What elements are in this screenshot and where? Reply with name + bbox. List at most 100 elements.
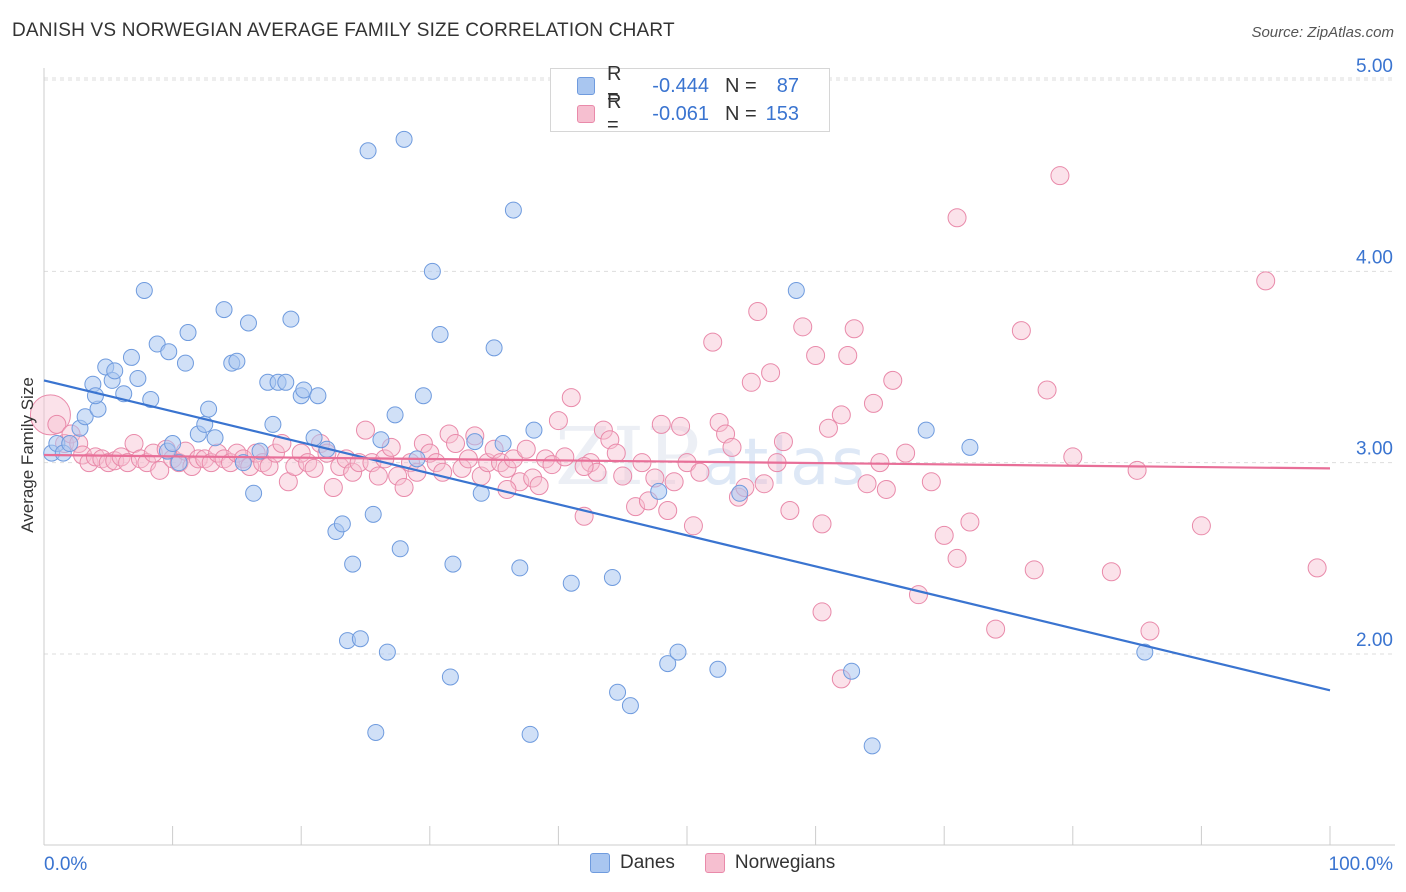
series-legend: Danes Norwegians <box>590 852 865 874</box>
gridlines <box>44 77 1395 655</box>
norwegians-point <box>863 393 883 413</box>
norwegians-point <box>529 476 549 496</box>
norwegians-point <box>896 443 916 463</box>
r-value: -0.444 <box>652 74 709 97</box>
norwegians-point <box>651 414 671 434</box>
danes-point <box>215 301 233 319</box>
danes-point <box>160 343 178 361</box>
danes-point <box>603 568 621 586</box>
danes-point <box>86 387 104 405</box>
danes-point <box>395 130 413 148</box>
danes-point <box>414 387 432 405</box>
x-tick-label: 100.0% <box>1329 854 1394 875</box>
danes-points <box>43 130 1154 755</box>
norwegians-point <box>844 319 864 339</box>
norwegians-point <box>188 449 208 469</box>
norwegians-point <box>606 443 626 463</box>
n-label: N = <box>725 102 757 125</box>
danes-point <box>650 482 668 500</box>
norwegians-point <box>664 472 684 492</box>
danes-point <box>367 723 385 741</box>
norwegians-point <box>947 548 967 568</box>
norwegians-point <box>960 512 980 532</box>
norwegians-point <box>986 619 1006 639</box>
norwegians-point <box>1050 166 1070 186</box>
watermark-zip: ZIP <box>555 410 703 503</box>
danes-point <box>386 406 404 424</box>
norwegians-point <box>632 453 652 473</box>
norwegians-point <box>838 346 858 366</box>
danes-point <box>562 574 580 592</box>
danes-point <box>351 630 369 648</box>
danes-point <box>372 431 390 449</box>
danes-point <box>170 454 188 472</box>
norwegians-point <box>29 394 71 436</box>
y-tick-label: 2.00 <box>1356 630 1393 651</box>
norwegians-point <box>201 453 221 473</box>
danes-point <box>521 725 539 743</box>
legend-item-norwegians[interactable]: Norwegians <box>704 852 835 874</box>
danes-point <box>441 668 459 686</box>
danes-point <box>494 435 512 453</box>
x-tick-label: 0.0% <box>44 854 87 875</box>
danes-point <box>431 325 449 343</box>
danes-point <box>787 281 805 299</box>
danes-point <box>525 421 543 439</box>
n-value: 87 <box>776 74 799 97</box>
norwegians-point <box>761 363 781 383</box>
danes-legend-label: Danes <box>620 852 675 873</box>
danes-point <box>106 362 124 380</box>
danes-point <box>961 438 979 456</box>
danes-point <box>277 373 295 391</box>
danes-point <box>609 683 627 701</box>
norwegians-point <box>388 466 408 486</box>
danes-point <box>391 540 409 558</box>
norwegians-point <box>561 388 581 408</box>
norwegians-point <box>593 420 613 440</box>
trend-lines <box>43 379 1331 692</box>
norwegians-point <box>1191 516 1211 536</box>
norwegians-point <box>343 462 363 482</box>
danes-point <box>709 660 727 678</box>
norwegians-point <box>658 501 678 520</box>
norwegians-points <box>29 166 1327 689</box>
legend-item-danes[interactable]: Danes <box>590 852 675 874</box>
norwegians-point <box>323 478 343 498</box>
legend-row-norwegians: R = -0.061 N = 153 <box>577 91 799 136</box>
norwegians-point <box>356 420 375 440</box>
danes-point <box>245 484 263 502</box>
danes-point <box>309 387 327 405</box>
norwegians-point <box>85 447 105 467</box>
norwegians-point <box>806 346 826 366</box>
danes-legend-swatch <box>590 853 610 873</box>
y-axis-label: Average Family Size <box>18 377 37 533</box>
norwegians-point <box>908 585 928 605</box>
norwegians-point <box>671 416 691 436</box>
danes-point <box>1136 643 1154 661</box>
danes-point <box>344 555 362 573</box>
danes-point <box>264 415 282 433</box>
axis-labels: 2.00 3.00 4.00 5.00 0.0% 100.0% Average Family… <box>18 56 1393 875</box>
danes-point <box>659 655 677 673</box>
danes-point <box>135 281 153 299</box>
danes-point <box>251 442 269 460</box>
danes-point <box>466 433 484 451</box>
norwegians-point <box>703 332 723 352</box>
source-label: Source: ZipAtlas.com <box>1251 24 1394 41</box>
norwegians-point <box>587 462 607 482</box>
norwegians-point <box>548 411 568 431</box>
danes-point <box>333 515 351 533</box>
norwegians-point <box>1011 321 1031 341</box>
danes-point <box>669 643 687 661</box>
norwegians-point <box>1140 621 1160 641</box>
danes-point <box>234 454 252 472</box>
danes-point <box>239 314 257 332</box>
norwegians-point <box>857 474 877 494</box>
chart-title: DANISH VS NORWEGIAN AVERAGE FAMILY SIZE … <box>12 20 675 41</box>
norwegians-point <box>304 458 324 478</box>
danes-point <box>485 339 503 357</box>
danes-point <box>176 354 194 372</box>
danes-point <box>129 369 147 387</box>
norwegians-point <box>368 466 388 486</box>
